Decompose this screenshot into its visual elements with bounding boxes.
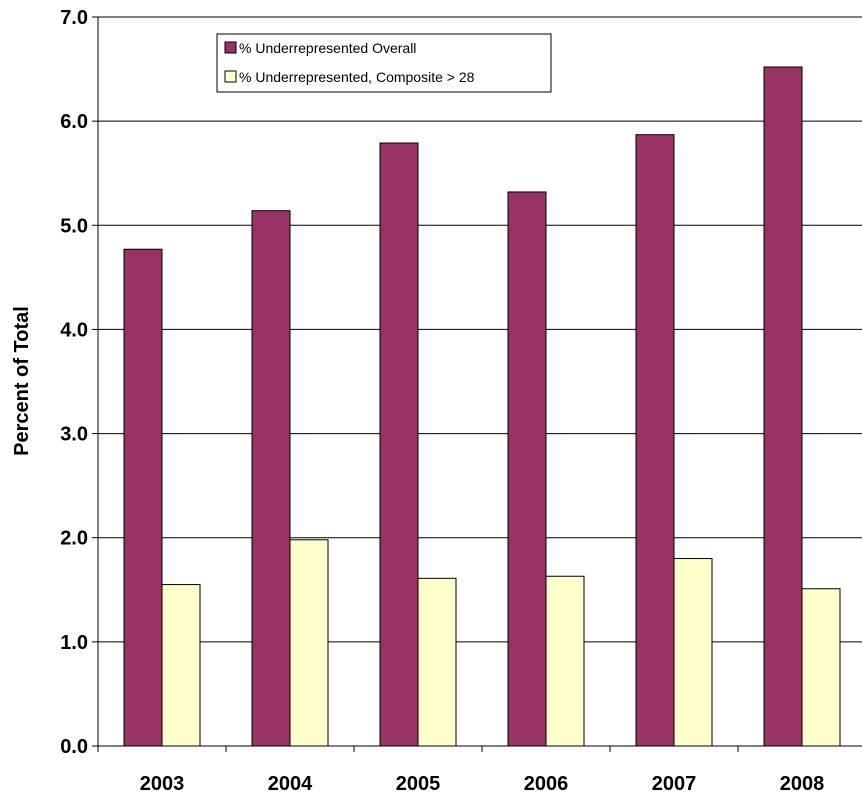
x-tick-label: 2008 <box>780 773 825 795</box>
bar-composite-2005 <box>417 577 457 747</box>
x-tick-label: 2003 <box>140 773 185 795</box>
x-tick-label: 2005 <box>396 773 441 795</box>
x-tick-label: 2004 <box>268 773 313 795</box>
y-tick-label: 1.0 <box>60 632 88 654</box>
bar-composite-2004 <box>289 539 329 747</box>
bar-overall-2006 <box>507 191 547 747</box>
bar-overall-2003 <box>123 248 163 747</box>
bar-overall-2007 <box>635 134 675 747</box>
bar-composite-2003 <box>161 584 201 747</box>
bars <box>123 66 841 747</box>
x-tick-label: 2006 <box>524 773 569 795</box>
bar-composite-2007 <box>673 558 713 747</box>
y-tick-label: 2.0 <box>60 528 88 550</box>
bar-composite-2008 <box>801 588 841 747</box>
legend-label-composite: % Underrepresented, Composite > 28 <box>239 69 475 85</box>
legend-swatch-overall <box>224 41 237 54</box>
y-tick-label: 4.0 <box>60 319 88 341</box>
y-tick-label: 5.0 <box>60 215 88 237</box>
x-tick-label: 2007 <box>652 773 697 795</box>
bar-overall-2005 <box>379 142 419 747</box>
y-axis-ticks: 0.0 1.0 2.0 3.0 4.0 5.0 6.0 7.0 <box>60 7 98 758</box>
legend-box <box>216 33 552 93</box>
bar-overall-2004 <box>251 210 291 747</box>
y-tick-label: 6.0 <box>60 111 88 133</box>
legend-label-overall: % Underrepresented Overall <box>239 40 416 56</box>
y-tick-label: 0.0 <box>60 736 88 758</box>
legend: % Underrepresented Overall % Underrepres… <box>216 33 552 93</box>
bar-composite-2006 <box>545 575 585 747</box>
axes <box>97 17 862 747</box>
y-tick-label: 7.0 <box>60 7 88 29</box>
y-axis-title: Percent of Total <box>11 306 33 456</box>
bar-overall-2008 <box>763 66 803 747</box>
gridlines <box>98 16 862 643</box>
y-tick-label: 3.0 <box>60 424 88 446</box>
legend-swatch-composite <box>224 70 237 83</box>
x-axis-ticks: 2003 2004 2005 2006 2007 2008 <box>97 746 825 795</box>
